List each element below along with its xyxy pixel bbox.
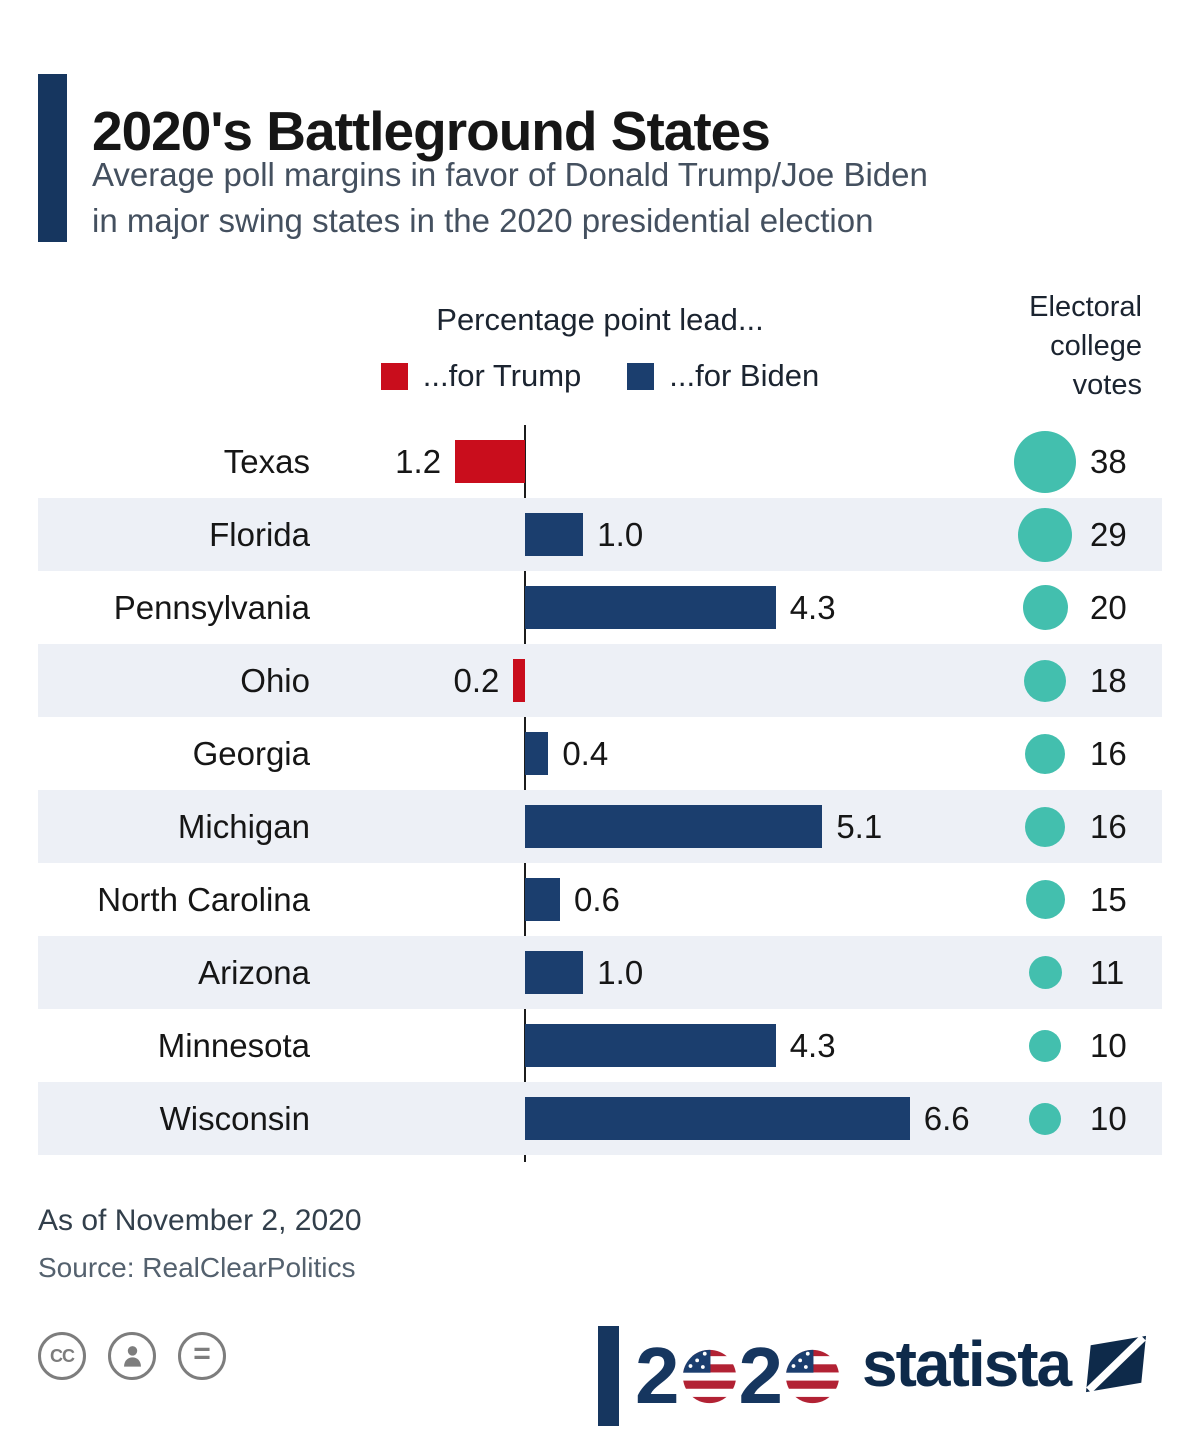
electoral-votes-count: 16 (1090, 807, 1127, 845)
poll-margin-bar (525, 1097, 910, 1140)
margin-value: 1.0 (597, 515, 644, 553)
poll-margin-bar (525, 878, 560, 921)
electoral-votes-circle (1014, 430, 1076, 493)
state-label: Florida (209, 515, 310, 553)
page-title: 2020's Battleground States (92, 99, 771, 162)
state-label: Wisconsin (159, 1099, 310, 1137)
chart-row: Florida 1.0 29 (38, 498, 1162, 571)
state-label: Minnesota (157, 1026, 310, 1064)
electoral-votes-count: 20 (1090, 588, 1127, 626)
state-label: Pennsylvania (113, 588, 310, 626)
chart-row: Pennsylvania 4.3 20 (38, 571, 1162, 644)
margin-value: 6.6 (923, 1099, 970, 1137)
biden-swatch-icon (627, 362, 655, 390)
electoral-votes-count: 11 (1090, 953, 1125, 991)
electoral-votes-circle (1025, 733, 1065, 774)
state-label: Texas (223, 442, 310, 480)
state-label: Arizona (198, 953, 310, 991)
chart-row: Michigan 5.1 16 (38, 790, 1162, 863)
election-logo-accent-bar (598, 1326, 619, 1426)
state-label: Ohio (240, 661, 310, 699)
year-digit: 2 (738, 1331, 784, 1420)
poll-margin-bar (525, 732, 549, 775)
margin-value: 0.2 (453, 661, 500, 699)
legend-item-trump: ...for Trump (380, 358, 582, 394)
chart-row: Minnesota 4.3 10 (38, 1009, 1162, 1082)
electoral-votes-circle (1025, 806, 1065, 847)
legend-label-trump: ...for Trump (422, 358, 582, 393)
statista-wordmark: statista (862, 1328, 1072, 1400)
year-digit: 2 (635, 1331, 680, 1420)
state-label: North Carolina (97, 880, 310, 918)
chart-row: Texas 1.2 38 (38, 425, 1162, 498)
state-label: Michigan (177, 807, 310, 845)
legend-label-biden: ...for Biden (669, 358, 820, 393)
electoral-votes-count: 16 (1090, 734, 1127, 772)
electoral-votes-circle (1018, 507, 1072, 562)
state-label: Georgia (192, 734, 310, 772)
source-note: Source: RealClearPolitics (38, 1252, 356, 1283)
electoral-votes-count: 18 (1090, 661, 1127, 699)
poll-margin-bar (525, 951, 584, 994)
electoral-votes-circle (1024, 659, 1066, 702)
legend-items: ...for Trump ...for Biden (240, 358, 960, 394)
subtitle-line-2: in major swing states in the 2020 presid… (92, 201, 874, 239)
statista-mark-icon (1086, 1335, 1147, 1393)
title-accent-bar (38, 74, 67, 242)
poll-margin-bar (455, 440, 525, 483)
electoral-votes-circle (1025, 880, 1065, 919)
license-icons: CC = (38, 1332, 226, 1380)
margin-value: 5.1 (836, 807, 883, 845)
nd-label: = (193, 1337, 211, 1370)
margin-value: 0.6 (573, 880, 620, 918)
legend-title: Percentage point lead... (436, 302, 764, 337)
margin-value: 1.2 (395, 442, 442, 480)
chart-rows: Texas 1.2 38 Florida 1.0 29 Pennsylvania 4.3 20 O… (38, 425, 1162, 1162)
chart-row: North Carolina 0.6 15 (38, 863, 1162, 936)
page-subtitle: Average poll margins in favor of Donald … (92, 152, 928, 243)
electoral-votes-count: 10 (1090, 1026, 1127, 1064)
statista-logo: statista (862, 1328, 1147, 1400)
electoral-votes-circle (1029, 1102, 1061, 1135)
margin-value: 4.3 (789, 588, 836, 626)
chart-row: Arizona 1.0 11 (38, 936, 1162, 1009)
flag-zero-icon (682, 1349, 736, 1403)
attribution-person-icon (108, 1332, 156, 1380)
cc-label: CC (50, 1345, 75, 1366)
electoral-votes-count: 15 (1090, 880, 1127, 918)
margin-value: 1.0 (597, 953, 644, 991)
legend: Percentage point lead... ...for Trump ..… (240, 302, 960, 394)
poll-margin-bar (525, 586, 776, 629)
no-derivatives-icon: = (178, 1332, 226, 1380)
poll-margin-bar (513, 659, 525, 702)
margin-value: 0.4 (562, 734, 609, 772)
electoral-votes-circle (1022, 585, 1068, 630)
as-of-note: As of November 2, 2020 (38, 1204, 362, 1237)
electoral-votes-count: 29 (1090, 515, 1127, 553)
electoral-votes-count: 10 (1090, 1099, 1127, 1137)
chart-row: Wisconsin 6.6 10 (38, 1082, 1162, 1155)
person-icon (123, 1345, 141, 1367)
legend-item-biden: ...for Biden (627, 358, 819, 394)
poll-margin-bar (525, 1024, 776, 1067)
margin-value: 4.3 (789, 1026, 836, 1064)
electoral-votes-count: 38 (1090, 442, 1127, 480)
electoral-votes-circle (1029, 1029, 1061, 1062)
electoral-votes-circle (1028, 956, 1062, 989)
flag-zero-icon (785, 1349, 840, 1403)
trump-swatch-icon (380, 362, 408, 390)
chart-row: Ohio 0.2 18 (38, 644, 1162, 717)
chart-row: Georgia 0.4 16 (38, 717, 1162, 790)
electoral-votes-header: Electoral college votes (1029, 291, 1142, 402)
creative-commons-icon: CC (38, 1332, 86, 1380)
poll-margin-bar (525, 513, 584, 556)
subtitle-line-1: Average poll margins in favor of Donald … (92, 156, 928, 193)
poll-margin-bar (525, 805, 823, 848)
